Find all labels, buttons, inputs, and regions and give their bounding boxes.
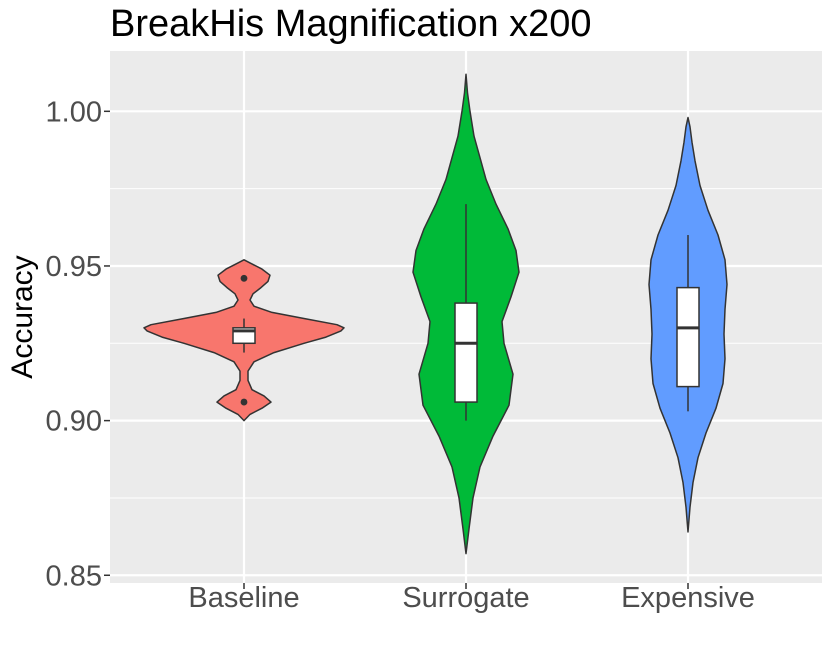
chart-title: BreakHis Magnification x200: [110, 3, 592, 45]
violin-baseline: [143, 259, 345, 422]
y-tick-label: 1.00: [46, 96, 102, 128]
outlier-point: [240, 274, 248, 282]
y-axis-ticks: 0.85 0.90 0.95 1.00: [46, 96, 110, 592]
y-tick-label: 0.95: [46, 251, 102, 283]
y-tick-label: 0.85: [46, 560, 102, 592]
box: [676, 286, 700, 388]
x-axis-ticks: Baseline Surrogate Expensive: [188, 582, 755, 614]
x-tick-label: Baseline: [188, 582, 299, 614]
y-tick-label: 0.90: [46, 406, 102, 438]
violins: [143, 73, 728, 555]
box: [454, 302, 478, 403]
x-tick-label: Expensive: [621, 582, 755, 614]
violin-surrogate: [412, 73, 520, 555]
violin-expensive: [648, 116, 728, 533]
outlier-point: [240, 398, 248, 406]
y-axis-label: Accuracy: [6, 255, 39, 378]
x-tick-label: Surrogate: [402, 582, 529, 614]
